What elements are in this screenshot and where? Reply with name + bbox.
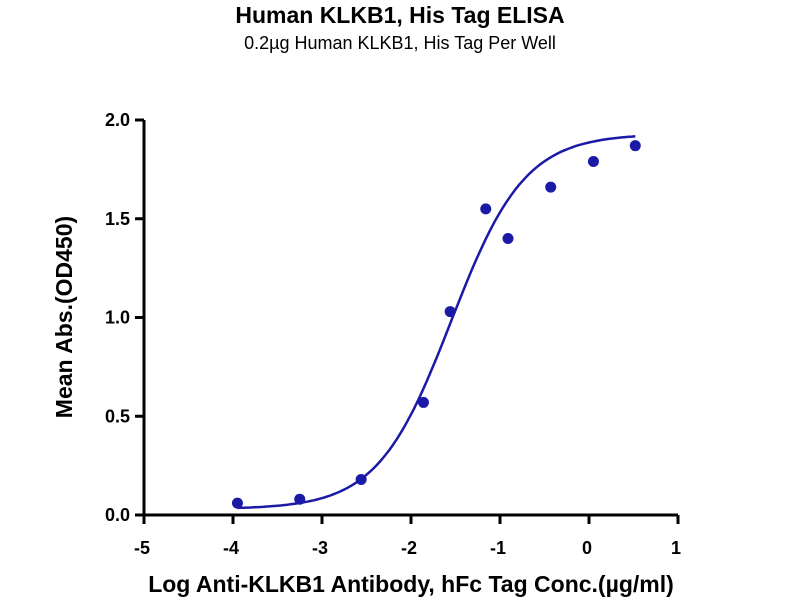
data-point bbox=[502, 233, 514, 244]
y-tick-label: 2.0 bbox=[105, 110, 130, 130]
y-axis-title: Mean Abs.(OD450) bbox=[51, 216, 77, 418]
axes bbox=[135, 118, 680, 524]
x-tick-label: 0 bbox=[582, 538, 592, 558]
x-tick-label: -2 bbox=[401, 538, 417, 558]
x-tick-label: -5 bbox=[134, 538, 150, 558]
data-point bbox=[294, 493, 306, 505]
x-tick-label: -4 bbox=[223, 538, 239, 558]
data-point bbox=[480, 203, 492, 215]
data-point bbox=[545, 181, 557, 193]
tick-labels: 0.0 0.5 1.0 1.5 2.0 -5 -4 -3 -2 -1 0 1 bbox=[105, 110, 681, 558]
y-tick-label: 1.5 bbox=[105, 209, 130, 229]
x-tick-label: -3 bbox=[312, 538, 328, 558]
chart-title: Human KLKB1, His Tag ELISA bbox=[235, 2, 565, 28]
x-tick-label: 1 bbox=[671, 538, 681, 558]
data-points bbox=[231, 140, 641, 509]
fit-curve bbox=[237, 135, 636, 510]
data-point bbox=[444, 306, 456, 318]
x-axis-title: Log Anti-KLKB1 Antibody, hFc Tag Conc.(µ… bbox=[148, 571, 674, 597]
data-point bbox=[355, 473, 367, 485]
y-tick-label: 0.0 bbox=[105, 505, 130, 525]
data-point bbox=[231, 497, 243, 509]
data-point bbox=[417, 396, 429, 408]
x-tick-label: -1 bbox=[490, 538, 506, 558]
y-tick-label: 1.0 bbox=[105, 308, 130, 328]
chart-subtitle: 0.2µg Human KLKB1, His Tag Per Well bbox=[244, 33, 556, 53]
data-point bbox=[587, 155, 599, 167]
y-tick-label: 0.5 bbox=[105, 406, 130, 426]
data-point bbox=[629, 140, 641, 152]
